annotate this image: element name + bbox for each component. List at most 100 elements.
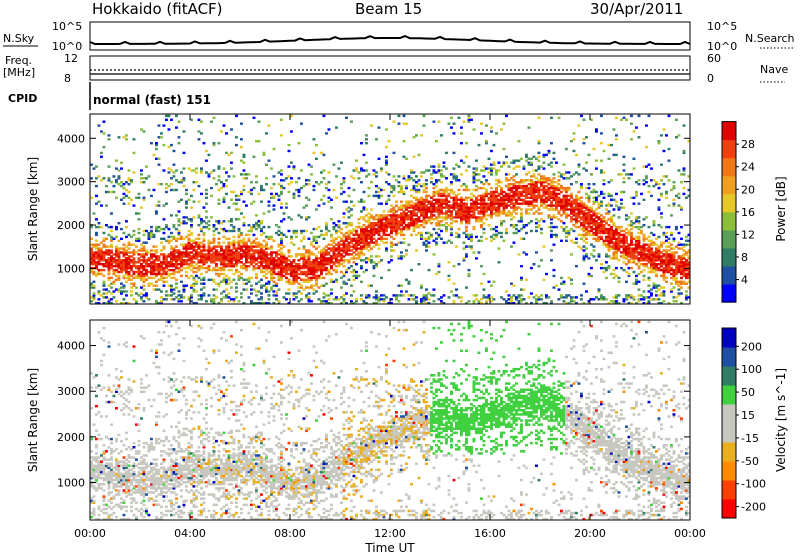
power-cell (627, 216, 631, 219)
power-cell (120, 259, 123, 262)
power-cell (267, 200, 271, 203)
power-cell (437, 233, 441, 237)
power-cell (95, 257, 98, 260)
power-cell (292, 196, 296, 199)
power-cell (412, 204, 416, 207)
power-cell (562, 198, 566, 201)
power-cell (287, 292, 291, 295)
power-cell (115, 253, 118, 256)
power-cell (265, 282, 268, 285)
power-cell (437, 227, 441, 231)
power-cell (362, 245, 366, 248)
power-cell (507, 184, 511, 188)
power-cell (285, 263, 288, 266)
power-cell (500, 186, 503, 190)
power-cell (90, 300, 93, 303)
power-cell (622, 268, 626, 272)
power-cell (155, 229, 158, 233)
power-cell (195, 167, 198, 170)
power-cell (512, 225, 516, 229)
power-cell (592, 237, 596, 240)
power-cell (135, 266, 138, 270)
power-cell (305, 249, 308, 252)
power-cell (250, 288, 253, 291)
power-cell (382, 237, 386, 240)
power-cell (177, 229, 181, 233)
power-cell (595, 296, 598, 299)
power-cell (620, 233, 623, 237)
power-cell (290, 280, 293, 283)
power-cell (405, 224, 408, 227)
power-cell (467, 214, 471, 217)
power-cell (450, 233, 453, 237)
power-cell (362, 231, 366, 235)
power-cell (465, 220, 468, 223)
power-cell (105, 251, 108, 254)
power-cell (140, 169, 143, 172)
power-cell (222, 227, 226, 231)
power-cell (527, 188, 531, 192)
power-cell (437, 265, 441, 268)
power-cell (212, 229, 216, 233)
power-cell (572, 149, 576, 153)
power-cell (207, 266, 211, 270)
power-cell (307, 253, 311, 256)
power-cell (117, 263, 121, 266)
power-cell (235, 251, 238, 254)
power-cell (187, 259, 191, 262)
power-cell (232, 235, 236, 239)
power-cell (490, 171, 493, 174)
power-cell (417, 198, 421, 201)
power-cell (535, 204, 538, 207)
power-cell (197, 224, 201, 227)
power-cell (277, 259, 281, 262)
power-cell (360, 235, 363, 239)
power-cell (270, 276, 273, 280)
power-cell (115, 255, 118, 258)
power-cell (400, 208, 403, 211)
power-cell (140, 253, 143, 256)
power-cell (220, 261, 223, 264)
power-cell (305, 274, 308, 278)
power-cell (382, 294, 386, 297)
power-cell (270, 247, 273, 250)
power-cell (235, 253, 238, 256)
power-cell (277, 257, 281, 260)
power-cell (460, 208, 463, 211)
power-cell (625, 296, 628, 299)
power-cell (275, 284, 278, 287)
power-cell (490, 198, 493, 201)
power-cell (550, 200, 553, 203)
power-cell (610, 229, 613, 233)
power-cell (125, 225, 128, 229)
power-cell (570, 175, 573, 178)
power-cell (555, 233, 558, 237)
power-cell (557, 204, 561, 207)
power-cell (240, 257, 243, 260)
power-cell (172, 263, 176, 266)
power-cell (585, 208, 588, 211)
power-cell (455, 214, 458, 217)
power-cell (320, 198, 323, 201)
power-cell (372, 296, 376, 299)
power-cell (522, 200, 526, 203)
power-cell (202, 247, 206, 250)
power-cell (247, 173, 251, 176)
power-cell (517, 302, 521, 305)
power-cell (640, 259, 643, 262)
power-cell (557, 188, 561, 192)
power-cell (475, 184, 478, 188)
power-cell (577, 196, 581, 199)
power-cell (335, 126, 338, 129)
power-cell (272, 183, 276, 186)
power-cell (230, 251, 233, 254)
power-cell (315, 247, 318, 250)
power-cell (577, 206, 581, 209)
power-cell (335, 261, 338, 264)
power-cell (145, 259, 148, 262)
power-cell (132, 298, 136, 301)
power-cell (575, 214, 578, 217)
power-cell (465, 286, 468, 289)
power-cell (172, 171, 176, 174)
power-cell (370, 229, 373, 233)
